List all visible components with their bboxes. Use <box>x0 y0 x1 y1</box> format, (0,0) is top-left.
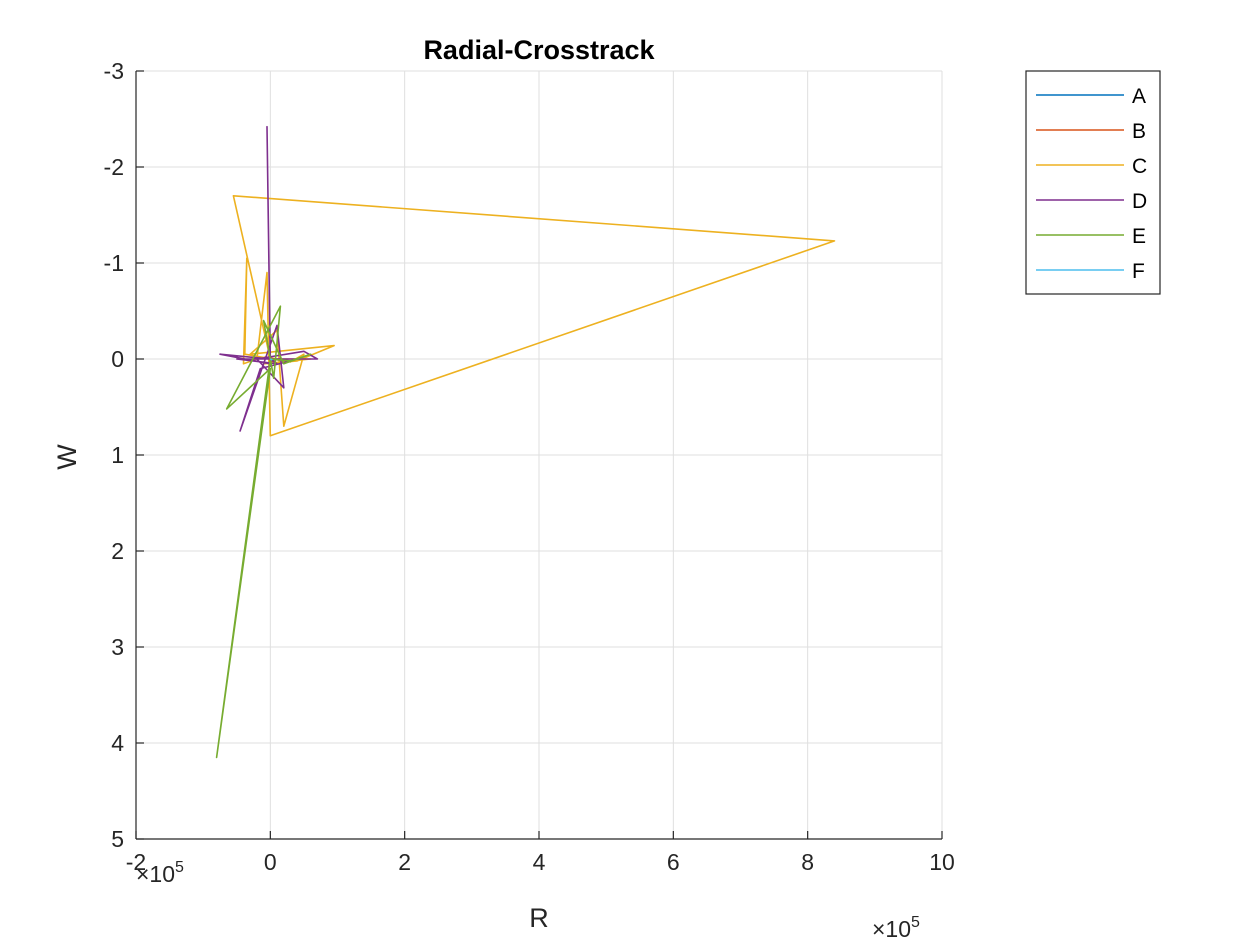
legend-entry-B[interactable]: B <box>1036 120 1146 143</box>
legend-entry-C[interactable]: C <box>1036 155 1147 178</box>
legend-label-E: E <box>1132 225 1146 248</box>
y-tick-label-6: 3 <box>111 634 124 660</box>
y-tick-label-1: -2 <box>104 154 124 180</box>
x-tick-label-2: 2 <box>398 849 411 875</box>
x-tick-label-4: 6 <box>667 849 680 875</box>
x-tick-label-5: 8 <box>801 849 814 875</box>
x-tick-label-6: 10 <box>929 849 955 875</box>
x-axis-label: R <box>529 903 549 933</box>
y-tick-label-5: 2 <box>111 538 124 564</box>
y-tick-label-7: 4 <box>111 730 124 756</box>
y-tick-label-8: 5 <box>111 826 124 852</box>
x-tick-label-3: 4 <box>533 849 546 875</box>
y-tick-label-3: 0 <box>111 346 124 372</box>
axes <box>135 70 943 840</box>
y-tick-label-0: -3 <box>104 58 124 84</box>
y-tick-label-4: 1 <box>111 442 124 468</box>
legend-label-B: B <box>1132 120 1146 143</box>
series-line-D <box>219 125 319 432</box>
series-line-C <box>232 195 836 437</box>
axis-multipliers: ×105 ×105 <box>136 859 920 942</box>
legend-box <box>1025 70 1161 295</box>
x-axis-multiplier-overlap: ×105 <box>136 859 184 887</box>
legend-entry-A[interactable]: A <box>1036 85 1146 108</box>
legend-entry-F[interactable]: F <box>1036 260 1145 283</box>
chart-title: Radial-Crosstrack <box>423 35 655 65</box>
legend-label-D: D <box>1132 190 1147 213</box>
series-line-E <box>215 305 312 759</box>
x-axis-multiplier: ×105 <box>872 914 920 942</box>
series-group <box>215 125 836 759</box>
x-tick-label-1: 0 <box>264 849 277 875</box>
legend-entry-E[interactable]: E <box>1036 225 1146 248</box>
legend-label-A: A <box>1132 85 1146 108</box>
y-axis-label: W <box>52 444 82 470</box>
legend-label-C: C <box>1132 155 1147 178</box>
series-line-F <box>269 358 273 361</box>
legend-label-F: F <box>1132 260 1145 283</box>
legend-entry-D[interactable]: D <box>1036 190 1147 213</box>
x-tick-label-0: -2 <box>126 849 146 875</box>
tick-labels: -2 0 2 4 6 8 10 -3 -2 -1 0 1 2 3 4 5 <box>104 58 955 875</box>
y-tick-label-2: -1 <box>104 250 124 276</box>
